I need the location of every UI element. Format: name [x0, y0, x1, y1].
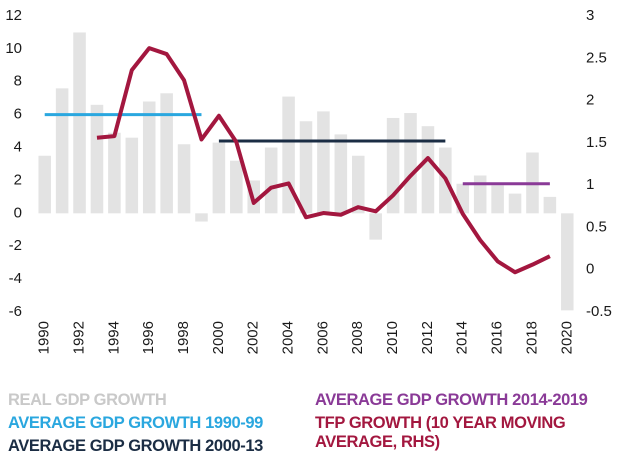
bar	[421, 126, 435, 214]
bar	[491, 185, 504, 214]
bar	[334, 134, 348, 214]
y-tick-label: 0	[14, 204, 22, 221]
legend-entry: AVERAGE GDP GROWTH 2000-13	[8, 437, 263, 455]
bar	[195, 213, 208, 222]
legend-entry: AVERAGE GDP GROWTH 1990-99	[8, 414, 263, 432]
x-tick-label: 1996	[140, 321, 157, 354]
bar	[473, 175, 487, 214]
y2-tick-label: -0.5	[586, 303, 612, 320]
bar	[508, 193, 522, 214]
x-tick-label: 2018	[523, 321, 540, 354]
bar	[264, 147, 278, 214]
line	[96, 46, 551, 275]
bar	[90, 104, 104, 214]
x-tick-label: 2000	[210, 321, 227, 354]
y-tick-label: 6	[14, 106, 22, 123]
y2-tick-label: 0.5	[586, 218, 607, 235]
bar	[160, 93, 173, 214]
bar	[177, 144, 191, 214]
bar	[351, 155, 365, 214]
x-tick-label: 2012	[419, 321, 436, 354]
bar	[317, 111, 330, 214]
y-tick-label: -4	[9, 270, 22, 287]
bar	[55, 88, 69, 214]
legend-entry: TFP GROWTH (10 YEAR MOVING AVERAGE, RHS)	[315, 414, 566, 451]
bar	[299, 121, 313, 214]
x-tick-label: 2006	[314, 321, 331, 354]
x-tick-label: 2010	[384, 321, 401, 354]
legend-entry: AVERAGE GDP GROWTH 2014-2019	[315, 391, 588, 409]
y2-tick-label: 1.5	[586, 134, 607, 151]
x-tick-label: 2020	[558, 321, 575, 354]
bar	[125, 137, 139, 214]
x-tick-label: 2002	[245, 321, 262, 354]
x-tick-label: 1990	[36, 321, 53, 354]
y2-tick-label: 2.5	[586, 49, 607, 66]
x-tick-label: 2016	[489, 321, 506, 354]
bar	[73, 32, 86, 214]
y-tick-label: 2	[14, 171, 22, 188]
x-tick-label: 1992	[71, 321, 88, 354]
y-tick-label: -6	[9, 303, 22, 320]
x-tick-label: 1998	[175, 321, 192, 354]
chart: -6 -4 -2 0 2 4 6 8 10 12 -0.5 0 0.5 1 1.5 2 2.5 3 1990 1992…	[5, 7, 612, 354]
y2-tick-label: 0	[586, 261, 594, 278]
bar	[543, 196, 557, 214]
bar	[369, 213, 382, 240]
x-tick-label: 2014	[454, 321, 471, 354]
y-tick-label: 4	[14, 139, 22, 156]
bar	[38, 155, 51, 214]
y-tick-label: -2	[9, 237, 22, 254]
y2-tick-label: 3	[586, 7, 594, 24]
bar	[561, 213, 574, 311]
y-tick-label: 10	[5, 40, 22, 57]
x-tick-label: 1994	[105, 321, 122, 354]
x-tick-label: 2004	[280, 321, 297, 354]
y-tick-label: 8	[14, 73, 22, 90]
legend-entry: REAL GDP GROWTH	[8, 391, 167, 409]
bar	[404, 113, 417, 214]
y2-tick-label: 2	[586, 92, 594, 109]
bar	[108, 132, 121, 214]
bar	[212, 142, 226, 214]
y-tick-label: 12	[5, 7, 22, 24]
bar	[230, 160, 243, 214]
x-tick-label: 2008	[349, 321, 366, 354]
y2-tick-label: 1	[586, 176, 594, 193]
bar	[142, 101, 156, 214]
